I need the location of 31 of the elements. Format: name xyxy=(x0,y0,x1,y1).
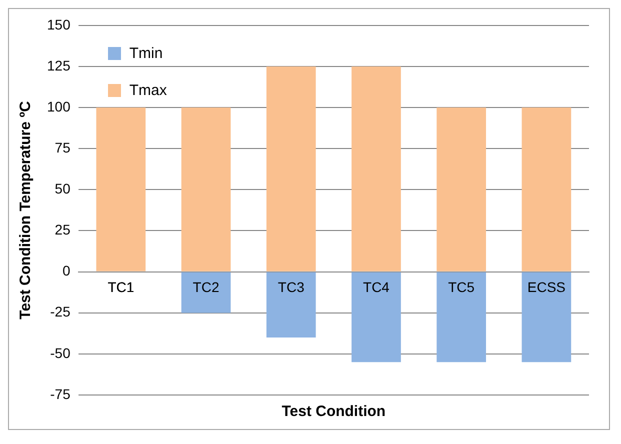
y-tick-label: -75 xyxy=(50,386,71,402)
x-tick-label: ECSS xyxy=(527,279,566,296)
bar xyxy=(522,108,572,272)
x-tick-label: TC5 xyxy=(448,279,475,296)
x-tick-label: TC1 xyxy=(108,279,134,296)
bar xyxy=(266,66,316,272)
bar xyxy=(96,108,146,272)
bar xyxy=(352,66,401,272)
bar xyxy=(436,272,486,362)
bar xyxy=(352,272,401,362)
y-axis-title: Test Condition Temperature ºC xyxy=(17,100,34,320)
y-tick-label: -50 xyxy=(50,344,71,361)
legend-label: Tmin xyxy=(129,45,163,62)
bar xyxy=(436,108,486,272)
legend-label: Tmax xyxy=(129,82,167,100)
y-tick-label: 50 xyxy=(54,180,71,197)
x-tick-label: TC4 xyxy=(363,279,390,296)
y-tick-label: -25 xyxy=(50,304,71,320)
y-tick-label: 75 xyxy=(54,139,71,156)
x-tick-label: TC2 xyxy=(192,279,220,296)
y-tick-label: 150 xyxy=(47,16,71,32)
y-tick-label: 100 xyxy=(47,98,71,114)
bar xyxy=(181,272,231,313)
bar xyxy=(181,108,231,272)
bar xyxy=(266,272,316,338)
y-tick-label: 0 xyxy=(62,262,71,279)
x-axis-title: Test Condition xyxy=(280,403,387,420)
y-tick-label: 125 xyxy=(47,57,71,74)
y-tick-label: 25 xyxy=(54,222,71,238)
x-tick-label: TC3 xyxy=(278,279,305,296)
bar xyxy=(522,272,572,362)
